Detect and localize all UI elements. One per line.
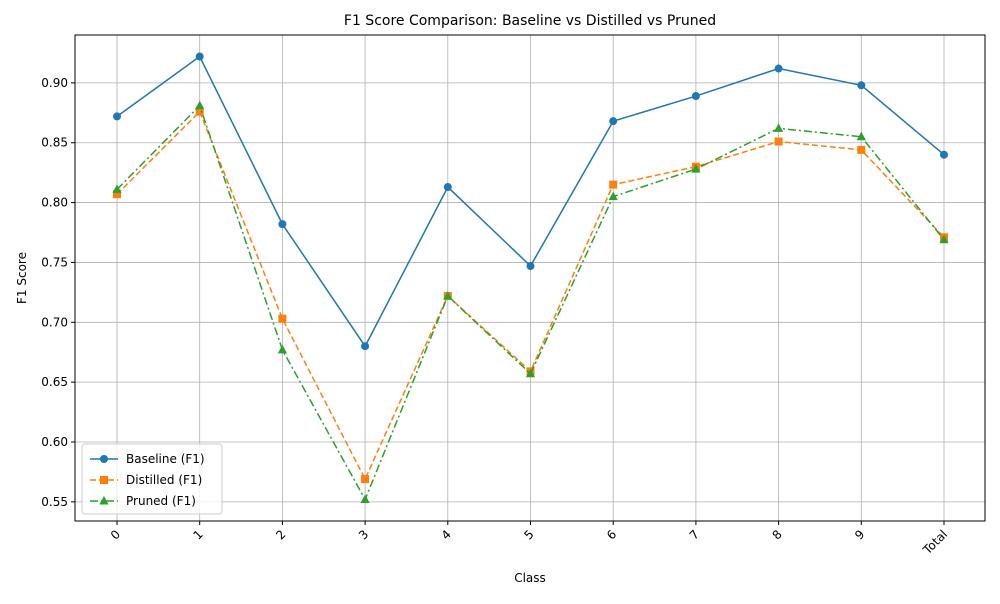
data-point-distilled [857, 145, 866, 154]
y-tick-label: 0.80 [41, 196, 68, 210]
legend-marker-distilled [100, 476, 108, 484]
y-axis-label: F1 Score [15, 252, 29, 304]
y-tick-label: 0.75 [41, 255, 68, 269]
legend-marker-pruned [99, 496, 109, 505]
data-point-baseline [278, 220, 287, 229]
data-point-baseline [443, 183, 452, 192]
series-pruned [112, 100, 949, 503]
y-tick-label: 0.60 [41, 435, 68, 449]
data-point-baseline [857, 81, 866, 90]
y-tick-label: 0.90 [41, 76, 68, 90]
data-point-baseline [609, 117, 618, 126]
grid [75, 35, 985, 521]
data-point-pruned [856, 131, 866, 141]
series-layer [112, 52, 949, 503]
y-tick-label: 0.70 [41, 315, 68, 329]
legend-marker-baseline [100, 455, 108, 463]
data-point-distilled [774, 137, 783, 146]
data-point-distilled [361, 475, 370, 484]
data-point-pruned [112, 184, 122, 193]
data-point-pruned [939, 234, 949, 244]
y-tick-label: 0.55 [41, 495, 68, 509]
y-tick-label: 0.65 [41, 375, 68, 389]
data-point-baseline [195, 52, 204, 61]
data-point-baseline [691, 92, 700, 101]
legend: Baseline (F1) Distilled (F1) Pruned (F1) [81, 443, 223, 515]
x-axis-label: Class [514, 571, 546, 585]
data-point-pruned [443, 290, 453, 300]
legend-label-baseline: Baseline (F1) [126, 452, 205, 466]
data-point-baseline [526, 262, 535, 271]
data-point-distilled [609, 180, 618, 189]
data-point-baseline [361, 342, 370, 351]
data-point-pruned [608, 191, 618, 201]
data-point-baseline [113, 112, 121, 121]
data-point-pruned [774, 123, 784, 132]
legend-label-distilled: Distilled (F1) [126, 473, 202, 487]
legend-label-pruned: Pruned (F1) [126, 494, 196, 508]
data-point-distilled [113, 190, 121, 199]
data-point-pruned [195, 100, 205, 110]
legend-box [81, 443, 223, 515]
data-point-distilled [278, 314, 287, 323]
data-point-baseline [940, 150, 948, 159]
series-baseline [113, 52, 948, 351]
data-point-pruned [277, 344, 287, 354]
data-point-pruned [360, 494, 370, 503]
data-point-distilled [195, 107, 204, 116]
series-line-pruned [116, 104, 945, 502]
data-point-pruned [525, 368, 536, 378]
data-point-pruned [691, 164, 701, 173]
y-tick-label: 0.85 [41, 136, 68, 150]
y-axis-ticks: 0.55 0.60 0.65 0.70 0.75 0.80 0.85 0.90 [41, 76, 75, 509]
data-point-baseline [774, 64, 783, 73]
chart-title: F1 Score Comparison: Baseline vs Distill… [344, 13, 716, 29]
